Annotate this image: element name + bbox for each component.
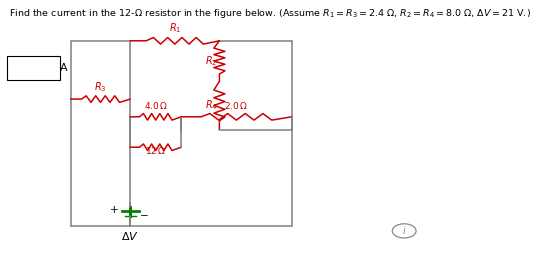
Text: $R_2$: $R_2$ [205, 54, 217, 68]
Text: $4.0\,\Omega$: $4.0\,\Omega$ [144, 100, 168, 111]
Text: $2.0\,\Omega$: $2.0\,\Omega$ [224, 100, 248, 111]
Text: +: + [110, 205, 118, 215]
Text: $12\,\Omega$: $12\,\Omega$ [145, 145, 166, 156]
Text: i: i [403, 226, 406, 236]
Text: Find the current in the 12-Ω resistor in the figure below. (Assume $R_1 = R_3 = : Find the current in the 12-Ω resistor in… [9, 6, 531, 20]
Text: $\Delta V$: $\Delta V$ [122, 230, 139, 242]
Text: $R_1$: $R_1$ [168, 21, 181, 35]
Text: −: − [139, 211, 148, 221]
FancyBboxPatch shape [7, 56, 60, 80]
Text: $R_3$: $R_3$ [94, 80, 107, 93]
Text: A: A [60, 63, 68, 73]
Text: $R_4$: $R_4$ [205, 98, 217, 112]
